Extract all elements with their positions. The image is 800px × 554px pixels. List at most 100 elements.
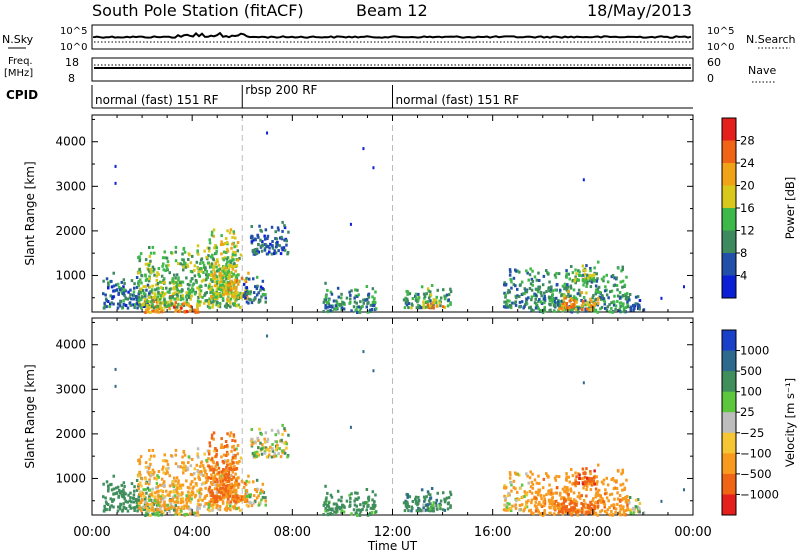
data-cell	[182, 468, 185, 472]
data-cell	[226, 500, 229, 504]
data-cell	[578, 274, 581, 277]
data-cell	[260, 447, 263, 451]
data-cell	[181, 455, 184, 459]
data-cell	[366, 500, 369, 504]
data-cell	[270, 252, 274, 256]
data-cell	[231, 439, 234, 442]
data-cell	[622, 302, 625, 306]
data-cell	[215, 449, 218, 453]
data-cell	[632, 303, 636, 307]
data-cell	[139, 278, 142, 282]
data-cell	[585, 488, 588, 491]
data-cell	[148, 508, 151, 512]
data-cell	[557, 503, 560, 507]
data-cell	[537, 474, 540, 478]
data-cell	[329, 511, 332, 515]
data-cell	[159, 294, 162, 298]
data-cell	[220, 252, 223, 256]
data-cell	[443, 508, 447, 512]
y-axis-label: Slant Range [km]	[23, 161, 37, 265]
data-cell	[262, 491, 266, 495]
data-cell	[213, 474, 216, 478]
data-cell	[181, 252, 184, 256]
colorbar-tick-label: −1000	[740, 487, 779, 501]
data-cell	[196, 286, 199, 290]
data-cell	[436, 507, 439, 511]
data-cell	[191, 490, 194, 494]
data-cell	[548, 499, 552, 503]
data-cell	[447, 293, 451, 297]
data-cell	[276, 443, 279, 447]
data-cell	[580, 274, 584, 278]
data-cell	[530, 501, 533, 505]
data-cell	[209, 299, 212, 303]
data-cell	[210, 291, 214, 294]
data-cell	[127, 290, 130, 294]
data-cell	[189, 507, 193, 511]
data-cell	[232, 433, 235, 437]
data-cell	[335, 508, 339, 512]
data-cell	[154, 491, 157, 495]
data-cell	[565, 475, 568, 479]
data-cell	[182, 268, 185, 272]
data-cell	[227, 470, 231, 474]
data-cell	[543, 504, 546, 508]
data-cell	[621, 265, 624, 269]
data-cell	[603, 492, 607, 496]
data-cell	[216, 461, 219, 465]
data-cell	[548, 505, 551, 509]
data-cell	[584, 510, 587, 514]
data-cell	[137, 483, 141, 486]
data-cell	[599, 295, 602, 299]
data-cell	[604, 285, 607, 289]
data-cell	[565, 302, 568, 305]
data-cell	[105, 305, 108, 309]
data-cell	[144, 505, 147, 509]
data-cell	[175, 487, 178, 491]
data-cell	[537, 510, 540, 514]
data-cell	[199, 262, 202, 265]
data-cell	[632, 308, 635, 312]
data-cell	[621, 482, 625, 486]
data-cell	[227, 480, 230, 483]
data-cell	[154, 305, 157, 309]
data-cell	[432, 303, 435, 307]
data-cell	[207, 273, 210, 277]
data-cell	[281, 220, 284, 224]
data-cell	[189, 500, 192, 504]
data-cell	[191, 287, 194, 291]
data-cell	[195, 463, 199, 467]
data-cell	[603, 302, 606, 306]
data-cell	[154, 495, 157, 499]
colorbar-swatch	[722, 275, 736, 299]
data-cell	[235, 467, 239, 470]
data-cell	[159, 495, 162, 499]
data-cell	[335, 305, 339, 309]
data-cell	[602, 500, 605, 504]
data-cell	[565, 285, 568, 288]
data-cell	[432, 506, 435, 510]
data-cell	[599, 290, 602, 294]
data-cell	[174, 301, 177, 305]
data-cell	[326, 309, 330, 313]
data-cell	[414, 499, 418, 503]
data-cell	[563, 296, 566, 300]
data-cell	[153, 267, 156, 271]
data-cell	[223, 445, 227, 448]
data-cell	[249, 501, 252, 505]
data-cell	[159, 510, 163, 514]
data-cell	[589, 500, 592, 504]
data-cell	[141, 492, 145, 495]
data-cell	[199, 258, 203, 262]
data-cell	[120, 287, 124, 290]
data-cell	[218, 305, 222, 309]
data-cell	[148, 488, 152, 492]
data-cell	[175, 308, 178, 312]
data-cell	[504, 498, 507, 502]
data-cell	[183, 453, 187, 457]
data-cell	[572, 500, 575, 503]
data-cell	[594, 487, 598, 491]
data-cell	[157, 475, 160, 479]
data-cell	[503, 300, 506, 304]
data-cell	[594, 297, 597, 301]
